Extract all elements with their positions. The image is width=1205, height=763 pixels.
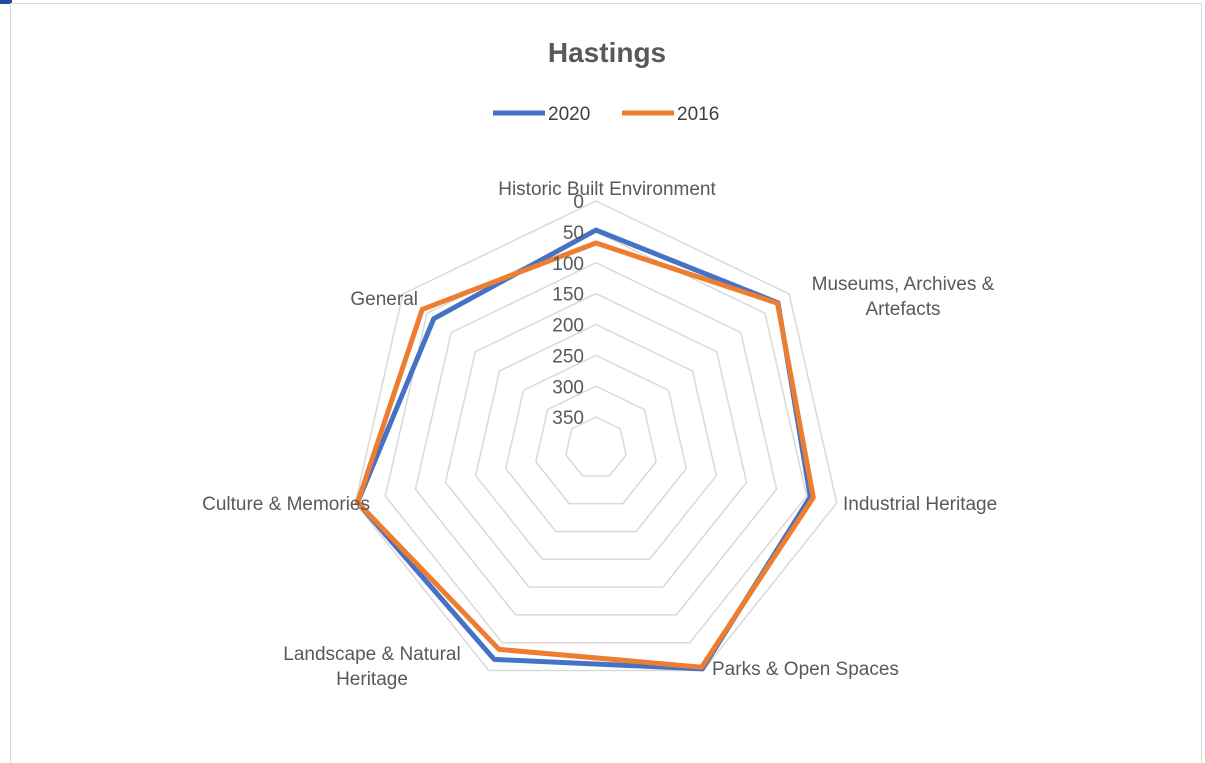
grid-ring-2 bbox=[414, 261, 778, 616]
chart-frame bbox=[10, 3, 1202, 763]
radial-tick-label: 300 bbox=[552, 377, 584, 398]
legend-label-2016: 2016 bbox=[677, 104, 719, 125]
grid-ring-4 bbox=[474, 323, 718, 561]
radial-tick-label: 350 bbox=[552, 408, 584, 429]
series-line-2016 bbox=[355, 240, 816, 670]
legend: 2020 2016 bbox=[493, 104, 719, 125]
grid-ring-3 bbox=[444, 292, 748, 588]
legend-label-2020: 2020 bbox=[548, 104, 590, 125]
radial-tick-label: 250 bbox=[552, 346, 584, 367]
grid-ring-5 bbox=[504, 354, 688, 533]
category-label: Industrial Heritage bbox=[843, 494, 997, 515]
category-label: Historic Built Environment bbox=[498, 179, 716, 200]
radial-tick-labels: 0 50 100 150 200 250 300 350 bbox=[552, 192, 584, 429]
radial-tick-label: 100 bbox=[552, 254, 584, 275]
radial-tick-label: 0 bbox=[573, 192, 584, 213]
top-accent-bar bbox=[0, 0, 12, 4]
legend-item-2016: 2016 bbox=[622, 104, 719, 125]
radar-grid bbox=[354, 200, 838, 672]
category-label: Parks & Open Spaces bbox=[712, 659, 899, 680]
grid-ring-6 bbox=[534, 385, 658, 505]
series-layer bbox=[355, 227, 816, 672]
radial-tick-label: 50 bbox=[563, 223, 584, 244]
category-label: General bbox=[350, 289, 418, 310]
category-labels: Historic Built Environment Museums, Archi… bbox=[202, 179, 997, 690]
grid-ring-0 bbox=[354, 200, 838, 672]
radial-tick-label: 150 bbox=[552, 285, 584, 306]
chart-title: Hastings bbox=[548, 37, 666, 68]
category-label: Culture & Memories bbox=[202, 494, 370, 515]
grid-ring-1 bbox=[384, 231, 808, 644]
category-label: Landscape & Natural Heritage bbox=[283, 644, 460, 690]
grid-ring-7 bbox=[565, 416, 627, 477]
radial-tick-label: 200 bbox=[552, 316, 584, 337]
category-label: Museums, Archives & Artefacts bbox=[812, 274, 995, 320]
legend-item-2020: 2020 bbox=[493, 104, 590, 125]
